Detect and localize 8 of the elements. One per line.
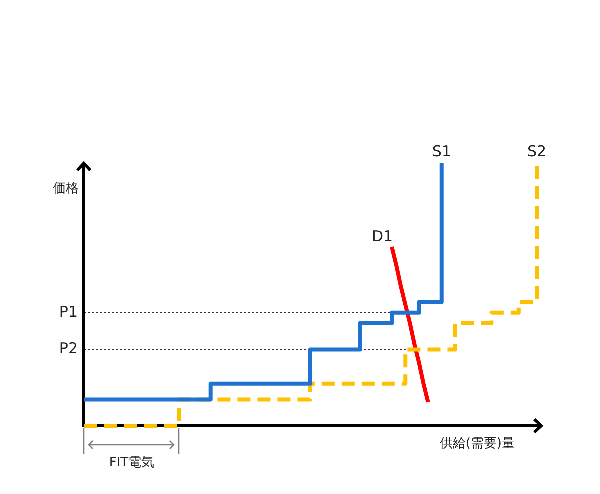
series-label: D1 <box>372 228 394 246</box>
ref-line-label: P1 <box>59 302 78 321</box>
y-axis-title: 価格 <box>53 181 79 196</box>
series-label: S1 <box>432 142 452 160</box>
text: FIT電気 <box>109 455 155 470</box>
series-label: S2 <box>527 142 547 160</box>
x-axis-title: 供給(需要)量 <box>440 436 515 452</box>
ref-line-label: P2 <box>59 340 78 358</box>
